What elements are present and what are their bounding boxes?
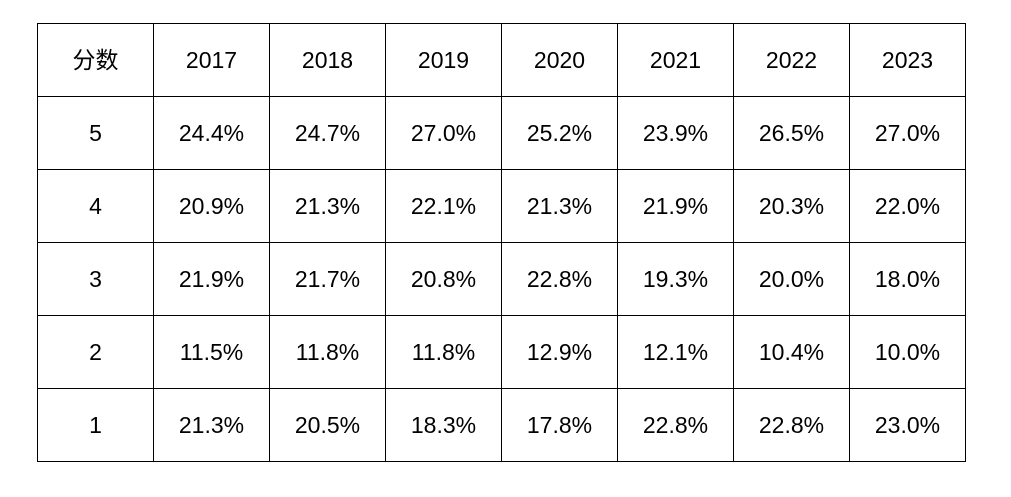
percent-cell: 23.0%: [849, 388, 966, 462]
percent-cell: 12.9%: [501, 315, 618, 389]
table-row: 3 21.9% 21.7% 20.8% 22.8% 19.3% 20.0% 18…: [37, 242, 966, 316]
header-year: 2017: [153, 23, 270, 97]
percent-cell: 20.3%: [733, 169, 850, 243]
percent-cell: 21.3%: [153, 388, 270, 462]
percent-cell: 22.0%: [849, 169, 966, 243]
percent-cell: 10.4%: [733, 315, 850, 389]
score-cell: 1: [37, 388, 154, 462]
percent-cell: 18.0%: [849, 242, 966, 316]
percent-cell: 20.0%: [733, 242, 850, 316]
percent-cell: 22.1%: [385, 169, 502, 243]
score-distribution-table-container: 分数 2017 2018 2019 2020 2021 2022 2023 5 …: [37, 23, 966, 462]
table-row: 1 21.3% 20.5% 18.3% 17.8% 22.8% 22.8% 23…: [37, 388, 966, 462]
percent-cell: 11.8%: [385, 315, 502, 389]
percent-cell: 20.5%: [269, 388, 386, 462]
score-cell: 5: [37, 96, 154, 170]
percent-cell: 21.3%: [269, 169, 386, 243]
percent-cell: 20.8%: [385, 242, 502, 316]
percent-cell: 20.9%: [153, 169, 270, 243]
table-row: 2 11.5% 11.8% 11.8% 12.9% 12.1% 10.4% 10…: [37, 315, 966, 389]
header-score: 分数: [37, 23, 154, 97]
percent-cell: 24.7%: [269, 96, 386, 170]
percent-cell: 24.4%: [153, 96, 270, 170]
table-header-row: 分数 2017 2018 2019 2020 2021 2022 2023: [37, 23, 966, 97]
percent-cell: 21.9%: [153, 242, 270, 316]
percent-cell: 27.0%: [849, 96, 966, 170]
percent-cell: 27.0%: [385, 96, 502, 170]
percent-cell: 19.3%: [617, 242, 734, 316]
header-year: 2018: [269, 23, 386, 97]
percent-cell: 25.2%: [501, 96, 618, 170]
header-year: 2022: [733, 23, 850, 97]
header-year: 2023: [849, 23, 966, 97]
table-row: 5 24.4% 24.7% 27.0% 25.2% 23.9% 26.5% 27…: [37, 96, 966, 170]
percent-cell: 21.9%: [617, 169, 734, 243]
percent-cell: 11.5%: [153, 315, 270, 389]
percent-cell: 21.7%: [269, 242, 386, 316]
score-cell: 3: [37, 242, 154, 316]
score-cell: 2: [37, 315, 154, 389]
percent-cell: 23.9%: [617, 96, 734, 170]
score-cell: 4: [37, 169, 154, 243]
percent-cell: 10.0%: [849, 315, 966, 389]
header-year: 2021: [617, 23, 734, 97]
header-year: 2019: [385, 23, 502, 97]
table-row: 4 20.9% 21.3% 22.1% 21.3% 21.9% 20.3% 22…: [37, 169, 966, 243]
header-year: 2020: [501, 23, 618, 97]
percent-cell: 22.8%: [501, 242, 618, 316]
percent-cell: 11.8%: [269, 315, 386, 389]
percent-cell: 18.3%: [385, 388, 502, 462]
percent-cell: 22.8%: [617, 388, 734, 462]
percent-cell: 21.3%: [501, 169, 618, 243]
percent-cell: 26.5%: [733, 96, 850, 170]
percent-cell: 12.1%: [617, 315, 734, 389]
score-distribution-table: 分数 2017 2018 2019 2020 2021 2022 2023 5 …: [37, 23, 966, 462]
percent-cell: 22.8%: [733, 388, 850, 462]
percent-cell: 17.8%: [501, 388, 618, 462]
